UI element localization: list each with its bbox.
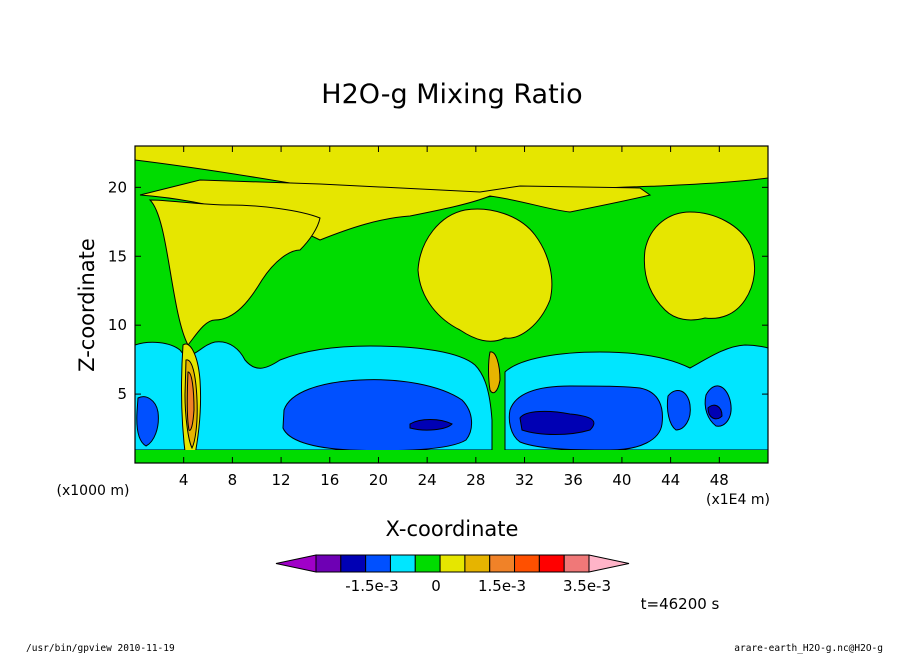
x-tick-label: 32 xyxy=(515,471,534,489)
x-tick-label: 44 xyxy=(661,471,680,489)
footer-left: /usr/bin/gpview 2010-11-19 xyxy=(26,643,175,654)
x-tick-label: 24 xyxy=(418,471,437,489)
y-unit-note: (x1000 m) xyxy=(57,483,130,499)
y-tick-label: 5 xyxy=(117,385,127,403)
colorbar-swatch xyxy=(389,554,416,573)
colorbar-swatch xyxy=(340,554,367,573)
colorbar-label: 1.5e-3 xyxy=(478,577,526,595)
colorbar-swatch xyxy=(514,554,540,573)
colorbar-swatch xyxy=(489,554,516,573)
colorbar-label: 0 xyxy=(431,577,441,595)
x-tick-label: 28 xyxy=(466,471,485,489)
region-blue-core-1 xyxy=(282,379,472,452)
y-axis-ticks: 5 10 15 20 xyxy=(108,178,768,403)
x-tick-label: 8 xyxy=(228,471,238,489)
colorbar-cap-right xyxy=(588,554,630,573)
y-tick-label: 20 xyxy=(108,178,127,196)
x-tick-label: 36 xyxy=(564,471,583,489)
x-axis-ticks: 4 8 12 16 20 24 28 32 36 40 44 48 xyxy=(179,146,729,489)
x-tick-label: 16 xyxy=(320,471,339,489)
y-tick-label: 15 xyxy=(108,247,127,265)
colorbar-swatch xyxy=(365,554,391,573)
region-navy-core-3 xyxy=(707,404,723,420)
x-unit-note: (x1E4 m) xyxy=(706,492,770,508)
colorbar-cap-left xyxy=(275,554,317,573)
contour-field xyxy=(135,146,768,463)
region-bottom-strip xyxy=(135,450,768,463)
region-updraft-orange xyxy=(186,371,195,431)
plot-frame xyxy=(134,145,769,464)
colorbar xyxy=(275,554,630,573)
colorbar-swatch xyxy=(315,554,342,573)
region-yellow-left-plume xyxy=(148,199,321,346)
y-axis-label: Z-coordinate xyxy=(75,238,99,372)
region-navy-core-2 xyxy=(519,410,595,435)
chart-title: H2O-g Mixing Ratio xyxy=(321,79,582,110)
footer-right: arare-earth_H2O-g.nc@H2O-g xyxy=(734,643,883,654)
x-tick-label: 40 xyxy=(612,471,631,489)
region-yellow-dome-right xyxy=(643,211,756,321)
colorbar-swatch xyxy=(414,554,441,573)
x-tick-label: 48 xyxy=(710,471,729,489)
time-label: t=46200 s xyxy=(641,595,720,613)
region-blue-left xyxy=(136,396,159,447)
region-updraft-gold-28 xyxy=(488,351,501,394)
colorbar-label: 3.5e-3 xyxy=(563,577,611,595)
region-yellow-dome-center xyxy=(417,208,553,342)
y-tick-label: 10 xyxy=(108,316,127,334)
x-axis-label: X-coordinate xyxy=(386,517,519,541)
region-blue-core-3 xyxy=(666,390,691,431)
colorbar-label: -1.5e-3 xyxy=(345,577,398,595)
region-navy-core-1 xyxy=(409,419,453,431)
colorbar-labels: -1.5e-3 0 1.5e-3 3.5e-3 xyxy=(345,577,611,595)
x-tick-label: 20 xyxy=(369,471,388,489)
colorbar-swatch xyxy=(538,554,565,573)
colorbar-swatch xyxy=(464,554,491,573)
x-tick-label: 12 xyxy=(272,471,291,489)
colorbar-swatch xyxy=(563,554,590,573)
x-tick-label: 4 xyxy=(179,471,189,489)
colorbar-swatch xyxy=(439,554,466,573)
